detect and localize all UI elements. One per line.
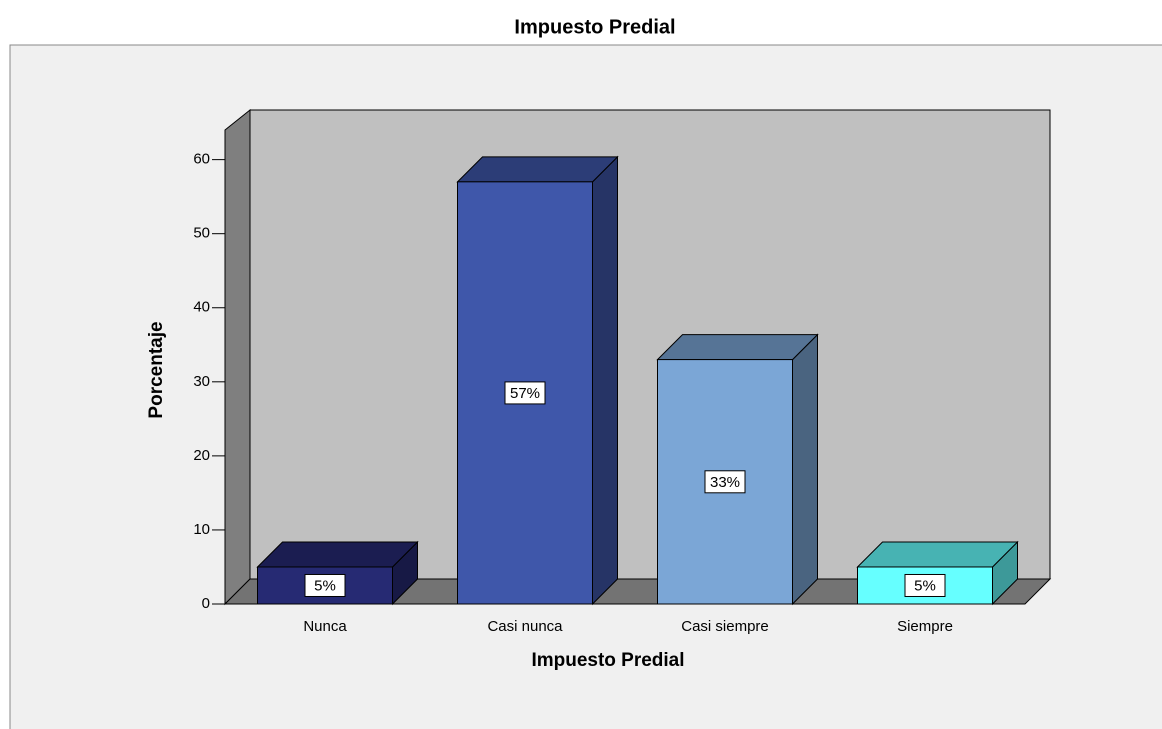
value-label-box — [504, 381, 546, 405]
value-label: 57% — [510, 385, 540, 402]
value-label-box — [904, 573, 946, 597]
x-axis-title: Impuesto Predial — [531, 650, 684, 671]
bar-top — [856, 541, 1019, 568]
y-tick-label: 30 — [193, 373, 210, 390]
bar-side — [792, 333, 818, 606]
value-label: 33% — [710, 474, 740, 491]
y-tick-label: 20 — [193, 447, 210, 464]
y-tick-label: 60 — [193, 151, 210, 168]
bar-side — [592, 155, 618, 606]
chart-title: Impuesto Predial — [514, 16, 675, 38]
bar-top — [256, 541, 419, 568]
value-label-box — [704, 470, 746, 494]
value-label: 5% — [914, 577, 936, 594]
x-tick-label: Siempre — [897, 618, 953, 635]
y-tick-label: 40 — [193, 299, 210, 316]
x-tick-label: Casi siempre — [681, 618, 769, 635]
back-wall — [249, 109, 1051, 580]
x-tick-label: Casi nunca — [487, 618, 563, 635]
left-wall — [224, 108, 251, 606]
bar-top — [656, 334, 819, 361]
y-tick-label: 50 — [193, 225, 210, 242]
value-label: 5% — [314, 577, 336, 594]
y-axis-title: Porcentaje — [146, 321, 167, 418]
bar-top — [456, 156, 619, 183]
value-label-box — [304, 573, 346, 597]
y-tick-label: 10 — [193, 521, 210, 538]
x-tick-label: Nunca — [303, 618, 347, 635]
y-tick-label: 0 — [202, 595, 210, 612]
